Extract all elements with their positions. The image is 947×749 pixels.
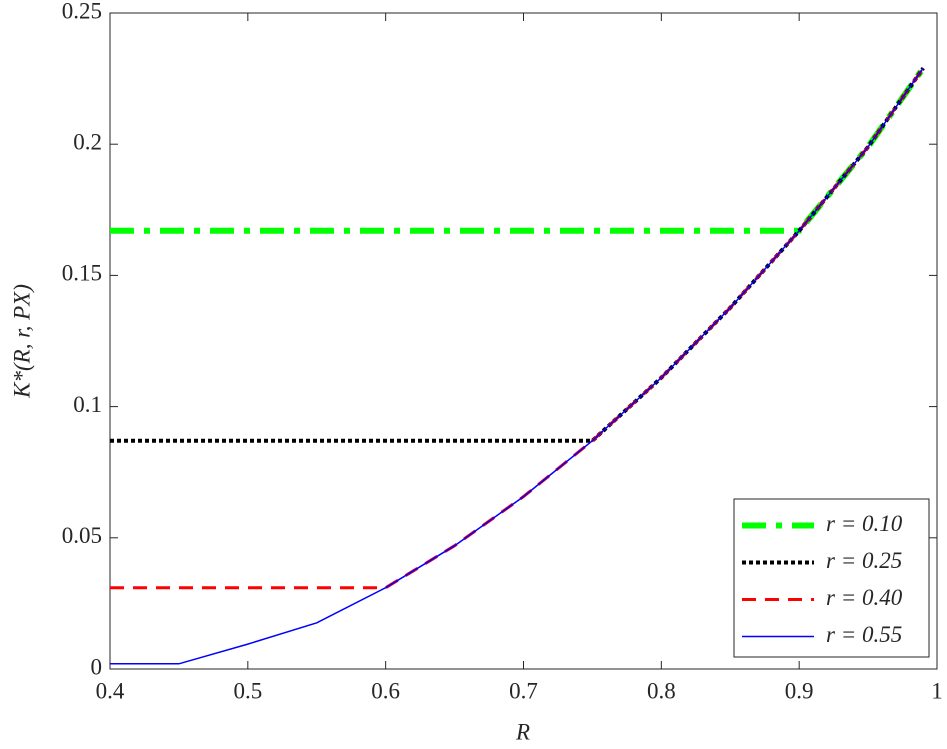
x-axis-label: R <box>515 719 530 744</box>
legend-label: r = 0.40 <box>826 585 903 610</box>
x-tick-label: 1 <box>931 678 943 703</box>
x-tick-label: 0.6 <box>371 678 400 703</box>
x-tick-label: 0.8 <box>647 678 676 703</box>
legend-label: r = 0.55 <box>826 622 902 647</box>
y-tick-label: 0 <box>91 654 103 679</box>
y-tick-label: 0.25 <box>62 0 102 23</box>
legend-label: r = 0.10 <box>826 511 903 536</box>
y-axis-label: K*(R, r, PX) <box>9 284 34 399</box>
y-tick-label: 0.1 <box>73 392 102 417</box>
x-tick-label: 0.4 <box>96 678 125 703</box>
y-tick-label: 0.2 <box>73 129 102 154</box>
series-line <box>110 67 924 665</box>
x-tick-label: 0.5 <box>233 678 262 703</box>
y-tick-label: 0.05 <box>62 523 102 548</box>
x-tick-label: 0.9 <box>785 678 814 703</box>
x-tick-label: 0.7 <box>509 678 538 703</box>
legend-label: r = 0.25 <box>826 548 902 573</box>
y-tick-label: 0.15 <box>62 261 102 286</box>
legend-box <box>733 498 930 658</box>
